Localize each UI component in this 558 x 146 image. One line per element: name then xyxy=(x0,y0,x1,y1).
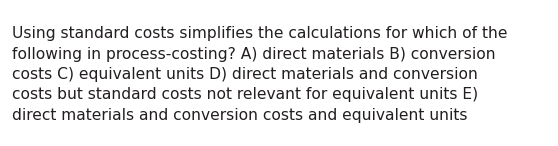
Text: Using standard costs simplifies the calculations for which of the
following in p: Using standard costs simplifies the calc… xyxy=(12,26,508,123)
